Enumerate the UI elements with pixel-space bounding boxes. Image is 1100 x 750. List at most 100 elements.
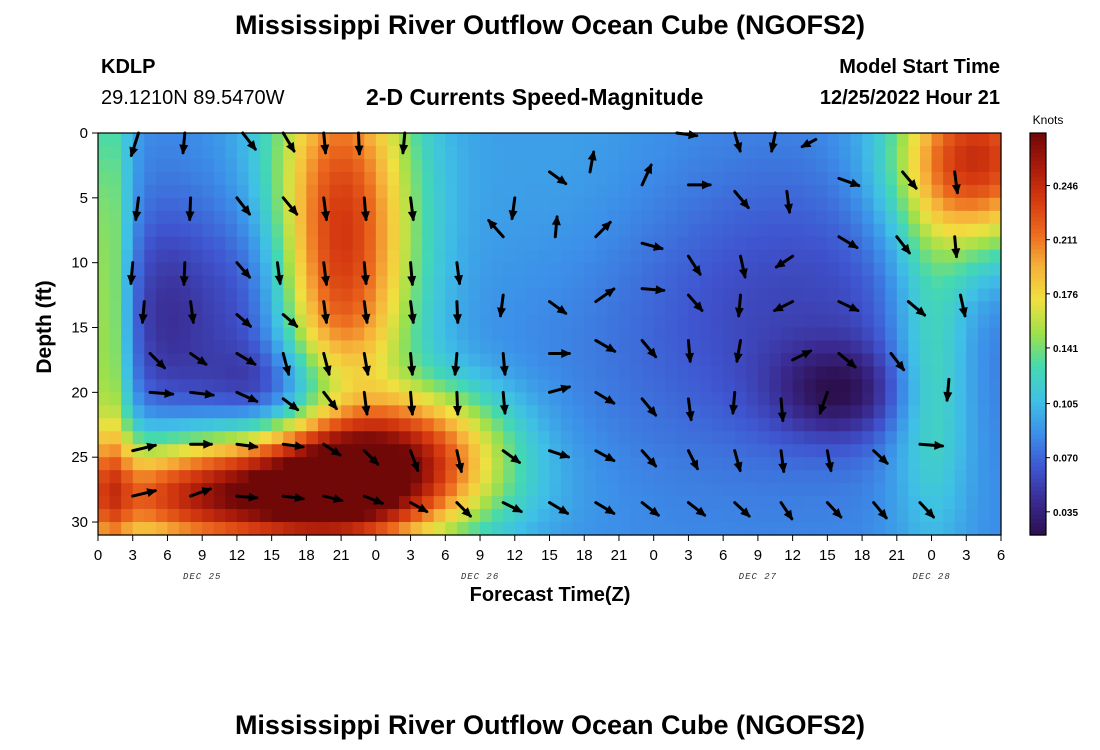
heatmap-cell: [167, 418, 180, 432]
heatmap-cell: [248, 418, 261, 432]
heatmap-cell: [480, 392, 493, 406]
heatmap-cell: [862, 483, 875, 497]
heatmap-cell: [456, 236, 470, 251]
heatmap-cell: [989, 314, 1002, 329]
vector-head: [455, 462, 465, 474]
heatmap-cell: [399, 184, 412, 199]
heatmap-cell: [236, 223, 250, 238]
heatmap-cell: [202, 171, 215, 186]
heatmap-cell: [537, 314, 551, 329]
heatmap-cell: [109, 145, 122, 160]
heatmap-cell: [422, 470, 435, 484]
heatmap-cell: [827, 210, 840, 225]
heatmap-cell: [769, 496, 782, 510]
heatmap-cell: [132, 457, 145, 471]
heatmap-cell: [618, 301, 632, 316]
heatmap-cell: [503, 509, 516, 523]
heatmap-cell: [723, 379, 736, 393]
heatmap-cell: [711, 379, 724, 393]
heatmap-cell: [665, 379, 678, 393]
heatmap-cell: [375, 288, 389, 303]
heatmap-cell: [213, 314, 226, 329]
heatmap-cell: [746, 327, 759, 342]
heatmap-cell: [179, 184, 192, 199]
heatmap-cell: [422, 431, 435, 445]
heatmap-cell: [121, 366, 134, 380]
heatmap-cell: [873, 171, 886, 186]
heatmap-cell: [352, 392, 365, 406]
heatmap-cell: [329, 457, 342, 471]
heatmap-cell: [919, 457, 933, 471]
heatmap-cell: [723, 288, 736, 303]
heatmap-cell: [503, 392, 516, 406]
heatmap-cell: [433, 366, 446, 380]
heatmap-cell: [549, 522, 562, 536]
heatmap-cell: [792, 405, 805, 419]
heatmap-cell: [271, 288, 284, 303]
heatmap-cell: [607, 496, 620, 510]
current-vector: [407, 196, 417, 222]
vector-head: [695, 506, 707, 517]
heatmap-cell: [885, 340, 898, 355]
heatmap-cell: [572, 366, 585, 380]
heatmap-cell: [480, 431, 493, 445]
heatmap-cell: [190, 275, 203, 290]
heatmap-cell: [190, 340, 203, 355]
heatmap-cell: [526, 522, 539, 536]
heatmap-cell: [306, 197, 319, 212]
heatmap-cell: [260, 522, 273, 536]
heatmap-cell: [746, 496, 759, 510]
heatmap-cell: [781, 444, 794, 458]
heatmap-cell: [781, 431, 794, 445]
heatmap-cell: [792, 327, 805, 342]
heatmap-cell: [815, 444, 828, 458]
heatmap-cell: [387, 509, 400, 523]
heatmap-cell: [630, 522, 643, 536]
vector-head: [499, 365, 509, 377]
heatmap-cell: [352, 288, 365, 303]
colorbar-cell: [1030, 317, 1046, 323]
heatmap-cell: [213, 223, 226, 238]
vector-head: [561, 348, 572, 358]
colorbar-cell: [1030, 313, 1046, 319]
heatmap-cell: [885, 223, 898, 238]
colorbar-cell: [1030, 321, 1046, 327]
heatmap-cell: [862, 158, 875, 173]
heatmap-cell: [121, 470, 134, 484]
heatmap-cell: [341, 392, 354, 406]
heatmap-cell: [260, 145, 273, 160]
heatmap-cell: [514, 444, 527, 458]
heatmap-cell: [908, 483, 921, 497]
colorbar-cell: [1030, 426, 1046, 432]
heatmap-cell: [665, 431, 678, 445]
heatmap-cell: [537, 236, 551, 251]
heatmap-cell: [422, 418, 435, 432]
heatmap-cell: [653, 327, 666, 342]
colorbar-cell: [1030, 329, 1046, 335]
heatmap-cell: [827, 522, 840, 536]
heatmap-cell: [399, 366, 412, 380]
colorbar-cell: [1030, 273, 1046, 279]
heatmap-cell: [144, 379, 157, 393]
heatmap-cell: [190, 496, 203, 510]
heatmap-cell: [306, 418, 319, 432]
heatmap-cell: [144, 301, 157, 316]
heatmap-cell: [781, 288, 794, 303]
heatmap-cell: [977, 158, 991, 173]
heatmap-cell: [792, 249, 805, 264]
heatmap-cell: [283, 158, 296, 173]
heatmap-cell: [781, 418, 794, 432]
heatmap-cell: [723, 392, 736, 406]
heatmap-cell: [514, 340, 527, 355]
heatmap-cell: [422, 509, 435, 523]
heatmap-cell: [885, 366, 898, 380]
heatmap-cell: [850, 158, 863, 173]
heatmap-cell: [885, 444, 898, 458]
heatmap-cell: [306, 405, 319, 419]
heatmap-cell: [317, 288, 331, 303]
heatmap-cell: [306, 483, 319, 497]
heatmap-cell: [480, 133, 493, 147]
vector-head: [499, 404, 509, 416]
heatmap-cell: [352, 457, 365, 471]
heatmap-cell: [121, 353, 134, 368]
